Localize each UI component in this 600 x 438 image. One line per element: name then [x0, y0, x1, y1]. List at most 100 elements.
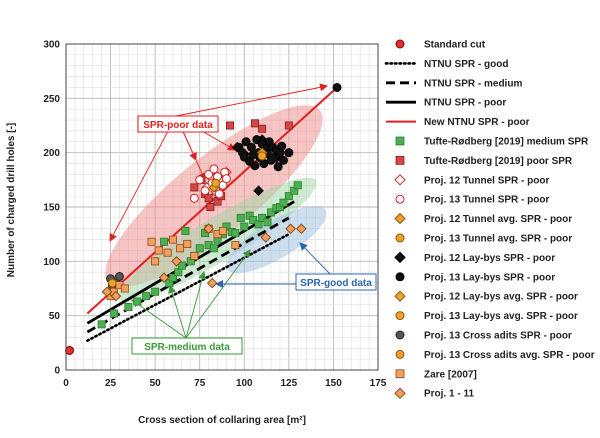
legend-entry: Proj. 13 Lay-bys SPR - poor: [395, 272, 555, 283]
legend-label: Proj. 13 Lay-bys SPR - poor: [424, 272, 555, 283]
data-point: [133, 297, 142, 306]
data-point: [206, 202, 215, 211]
fit-line-1: [86, 216, 290, 334]
data-point: [147, 237, 156, 246]
data-point: [154, 246, 163, 255]
data-point: [97, 320, 106, 329]
axes: [65, 43, 379, 371]
data-point: [236, 213, 245, 222]
data-point: [168, 273, 177, 282]
y-tick-label: 50: [49, 311, 61, 322]
x-tick-label: 25: [105, 378, 117, 389]
data-point: [209, 244, 218, 253]
legend-label: Standard cut: [424, 40, 486, 51]
data-point: [250, 161, 260, 171]
data-point: [200, 186, 210, 196]
data-point: [258, 213, 267, 222]
data-point: [195, 175, 205, 185]
legend-label: Proj. 13 Tunnel SPR - poor: [424, 195, 549, 206]
x-tick-label: 100: [236, 378, 253, 389]
legend-label: Proj. 13 Cross adits SPR - poor: [424, 331, 572, 342]
data-point: [183, 239, 192, 248]
data-point: [151, 257, 160, 266]
y-tick-label: 150: [43, 203, 60, 214]
annotation-labels: SPR-poor data SPR-medium data SPR-good d…: [131, 115, 377, 355]
series-0: [65, 345, 75, 355]
data-point: [246, 142, 256, 152]
annotation-arrow: [185, 249, 251, 339]
y-tick-label: 300: [43, 40, 60, 51]
legend-label: Tufte-Rødberg [2019] poor SPR: [424, 156, 573, 167]
data-point: [171, 256, 182, 267]
legend-entry: Proj. 13 Lay-bys avg. SPR - poor: [395, 311, 578, 322]
y-tick-label: 100: [43, 257, 60, 268]
annotation-arrow: [185, 271, 207, 339]
data-point: [258, 124, 267, 133]
data-point: [206, 277, 218, 289]
annotation-arrow: [109, 115, 177, 242]
data-point: [101, 286, 113, 298]
data-point: [249, 216, 258, 225]
legend-marker-swatch: [395, 311, 405, 321]
data-point: [114, 272, 124, 282]
data-point: [263, 218, 272, 227]
data-point: [250, 119, 259, 128]
data-point: [211, 178, 221, 188]
legend-entry: Proj. 12 Tunnel avg. SPR - poor: [394, 212, 572, 225]
legend-label: Proj. 12 Tunnel avg. SPR - poor: [424, 214, 572, 225]
y-tick-label: 200: [43, 148, 60, 159]
data-point: [163, 248, 172, 257]
data-point: [284, 148, 294, 158]
series-10: [257, 151, 267, 161]
legend-entry: Proj. 13 Cross adits SPR - poor: [395, 330, 572, 342]
x-axis-label: Cross section of collaring area [m²]: [138, 415, 306, 426]
data-point: [204, 169, 214, 179]
data-point: [190, 183, 199, 192]
legend-label: Proj. 13 Tunnel avg. SPR - poor: [424, 234, 572, 245]
annotation-spr-good: SPR-good data: [300, 278, 372, 289]
data-point: [279, 155, 289, 165]
data-point: [273, 162, 283, 172]
legend-marker-swatch: [395, 39, 405, 49]
series-6: [211, 178, 221, 188]
legend-marker-swatch: [394, 251, 406, 264]
legend-label: NTNU SPR - poor: [424, 98, 506, 109]
legend-label: Proj. 1 - 11: [424, 389, 474, 400]
annotation-spr-medium: SPR-medium data: [144, 342, 230, 353]
data-point: [277, 141, 287, 151]
legend-entry: New NTNU SPR - poor: [386, 117, 530, 128]
legend-entry: NTNU SPR - good: [384, 59, 508, 70]
data-point: [65, 345, 75, 355]
data-point: [189, 193, 199, 203]
data-point: [240, 222, 249, 231]
data-point: [285, 223, 296, 235]
series-12: [107, 278, 117, 288]
y-axis-label: Number of charged drill holes [-]: [6, 123, 17, 277]
legend-marker-swatch: [395, 272, 405, 282]
data-point: [218, 226, 227, 235]
x-tick-label: 75: [194, 378, 206, 389]
annotation-box-good: [295, 273, 377, 291]
data-point: [279, 198, 288, 207]
legend-entry: Proj. 12 Lay-bys SPR - poor: [394, 251, 555, 264]
data-point: [231, 241, 240, 250]
annotation-box-poor: [137, 115, 219, 133]
data-point: [120, 284, 129, 293]
data-point: [110, 309, 119, 318]
annotation-arrows: [109, 83, 331, 339]
legend-label: Proj. 12 Tunnel SPR - poor: [424, 175, 549, 186]
ellipse-2: [226, 205, 327, 274]
tick-labels: 0 25 50 75 100 125 150 175 0 50 100 150 200 250 300: [43, 40, 386, 390]
data-point: [332, 82, 342, 92]
annotation-arrow: [175, 83, 328, 117]
data-point: [203, 223, 214, 235]
data-point: [176, 244, 185, 253]
legend-label: Tufte-Rødberg [2019] medium SPR: [424, 137, 589, 148]
data-point: [231, 229, 240, 238]
legend-entry: Proj. 12 Tunnel SPR - poor: [394, 174, 549, 186]
fit-line-0: [86, 232, 291, 342]
data-point: [241, 137, 251, 147]
legend-label: NTNU SPR - medium: [424, 78, 522, 89]
legend-label: NTNU SPR - good: [424, 59, 508, 70]
annotation-arrow: [168, 285, 187, 339]
